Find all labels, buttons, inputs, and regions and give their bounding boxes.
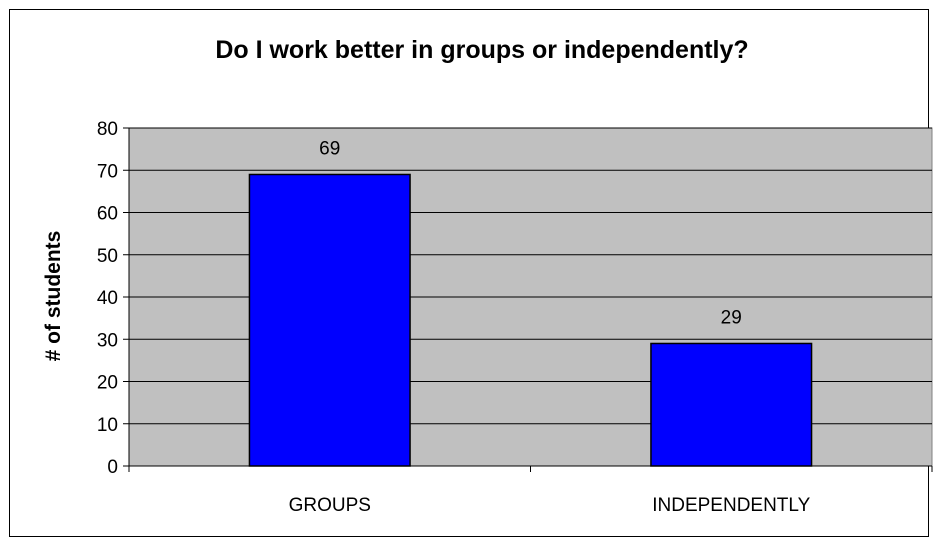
y-tick-label: 10 [97, 415, 118, 436]
bar-independently [650, 342, 813, 467]
y-tick-label: 80 [97, 119, 118, 140]
bars [248, 173, 813, 467]
data-label: 29 [721, 307, 742, 328]
category-label: GROUPS [289, 495, 371, 516]
chart-title: Do I work better in groups or independen… [215, 36, 748, 64]
y-tick-label: 50 [97, 246, 118, 267]
y-axis-label: # of students [42, 231, 65, 362]
y-tick-label: 30 [97, 330, 118, 351]
category-labels: GROUPS INDEPENDENTLY [289, 495, 811, 516]
y-tick-label: 60 [97, 204, 118, 225]
y-tick-label: 20 [97, 373, 118, 394]
y-tick-label: 0 [107, 457, 118, 478]
value-labels: 69 29 [319, 138, 742, 328]
data-label: 69 [319, 138, 340, 159]
category-label: INDEPENDENTLY [652, 495, 810, 516]
y-tick-label: 40 [97, 288, 118, 309]
y-tick-label: 70 [97, 161, 118, 182]
x-axis-ticks [128, 466, 933, 472]
bar-groups [248, 173, 411, 467]
y-axis-ticks: 0 10 20 30 40 50 60 70 80 [97, 119, 129, 478]
